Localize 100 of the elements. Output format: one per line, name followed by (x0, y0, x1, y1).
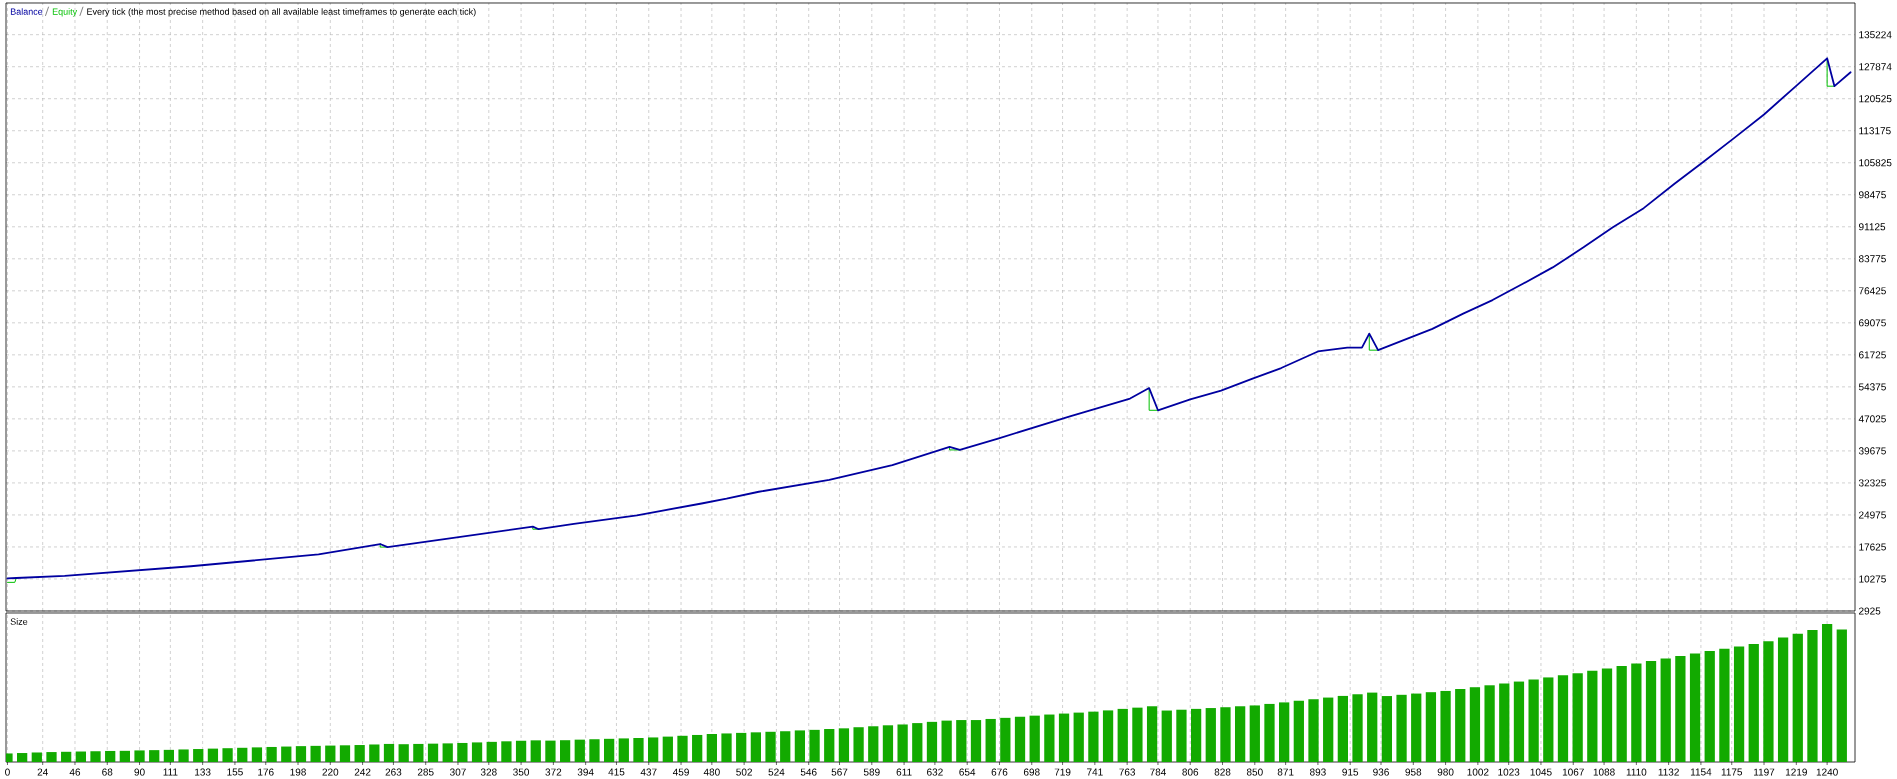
bar (1088, 711, 1099, 762)
y-tick-label: 61725 (1859, 351, 1886, 359)
y-tick-label: 69075 (1859, 319, 1886, 327)
x-tick-label: 1219 (1785, 768, 1807, 776)
bar (956, 720, 967, 762)
y-tick-label: 135224 (1859, 31, 1892, 39)
x-tick-label: 1045 (1530, 768, 1552, 776)
bar (662, 736, 673, 762)
bar (1484, 685, 1495, 762)
x-tick-label: 90 (134, 768, 145, 776)
y-tick-label: 32325 (1858, 479, 1886, 487)
bar (17, 753, 28, 762)
bar (1425, 692, 1437, 762)
bar (1748, 643, 1759, 762)
x-tick-label: 24 (37, 768, 48, 776)
x-tick-label: 1002 (1467, 768, 1489, 776)
x-tick-label: 1197 (1754, 768, 1775, 776)
bar (1220, 707, 1231, 762)
bar (706, 733, 717, 762)
bar (985, 718, 996, 762)
bar (369, 744, 380, 762)
x-tick-label: 372 (545, 768, 562, 776)
bar (912, 723, 923, 762)
x-tick-label: 806 (1182, 768, 1199, 776)
bar (163, 749, 175, 762)
bar (1337, 695, 1348, 762)
bar (515, 740, 527, 762)
bar (251, 747, 263, 762)
chart-title: Size (10, 618, 28, 625)
bar (1323, 697, 1334, 762)
x-tick-label: 546 (800, 768, 817, 776)
bar (1014, 716, 1026, 762)
bar (178, 749, 189, 762)
bar (1792, 633, 1803, 762)
bar (692, 734, 703, 762)
bar (325, 745, 336, 762)
bar (295, 746, 307, 762)
bar (105, 750, 116, 762)
bar (1733, 646, 1745, 762)
x-tick-label: 459 (672, 768, 689, 776)
bar (1645, 661, 1657, 762)
x-tick-label: 111 (163, 768, 178, 776)
bar (1381, 696, 1393, 762)
bar (530, 740, 541, 762)
bar (1689, 653, 1701, 762)
bar (1836, 629, 1847, 762)
x-tick-label: 741 (1087, 768, 1103, 776)
bar (1352, 694, 1363, 762)
bar (1264, 703, 1275, 762)
bar (1440, 690, 1451, 762)
bar (897, 724, 908, 762)
bar (970, 720, 982, 762)
y-tick-label: 113175 (1859, 127, 1891, 135)
x-tick-label: 719 (1054, 768, 1071, 776)
bar (1308, 699, 1319, 762)
bar (1557, 675, 1569, 762)
bar (633, 737, 644, 762)
bar (721, 733, 732, 762)
bar (486, 741, 497, 762)
text: Equity (52, 8, 78, 17)
x-tick-label: 676 (991, 768, 1008, 776)
bar (61, 751, 72, 762)
x-tick-label: 828 (1214, 768, 1231, 776)
y-tick-label: 39675 (1858, 447, 1886, 455)
x-tick-label: 68 (102, 768, 113, 776)
x-tick-label: 437 (640, 768, 657, 776)
y-tick-label: 120525 (1859, 95, 1892, 103)
bar (134, 750, 145, 762)
y-tick-label: 98475 (1858, 191, 1886, 199)
bar (119, 750, 130, 762)
x-tick-label: 1110 (1626, 768, 1647, 776)
x-tick-label: 611 (896, 768, 912, 776)
y-tick-label: 91125 (1858, 223, 1886, 231)
bar (1176, 709, 1187, 762)
bar (648, 737, 659, 762)
x-tick-label: 958 (1405, 768, 1422, 776)
x-tick-label: 307 (450, 768, 466, 776)
x-tick-label: 524 (768, 768, 785, 776)
bar (838, 728, 850, 762)
bar (442, 743, 453, 762)
bar (1499, 683, 1510, 762)
y-tick-label: 17625 (1859, 543, 1886, 551)
bar (780, 731, 791, 762)
bar (207, 748, 219, 762)
x-tick-label: 133 (195, 768, 211, 776)
bar (75, 751, 86, 762)
bar (765, 731, 776, 762)
x-tick-label: 589 (863, 768, 880, 776)
x-tick-label: 176 (258, 768, 274, 776)
x-tick-label: 784 (1150, 768, 1166, 776)
x-tick-label: 1240 (1816, 768, 1838, 776)
y-tick-label: 24975 (1859, 511, 1886, 519)
x-tick-label: 502 (736, 768, 752, 776)
bar (750, 732, 762, 762)
x-tick-label: 0 (5, 768, 10, 776)
bar (1117, 708, 1128, 762)
bar (1073, 712, 1084, 762)
bar (1044, 714, 1055, 762)
bar (1528, 679, 1539, 762)
bar (736, 732, 747, 762)
